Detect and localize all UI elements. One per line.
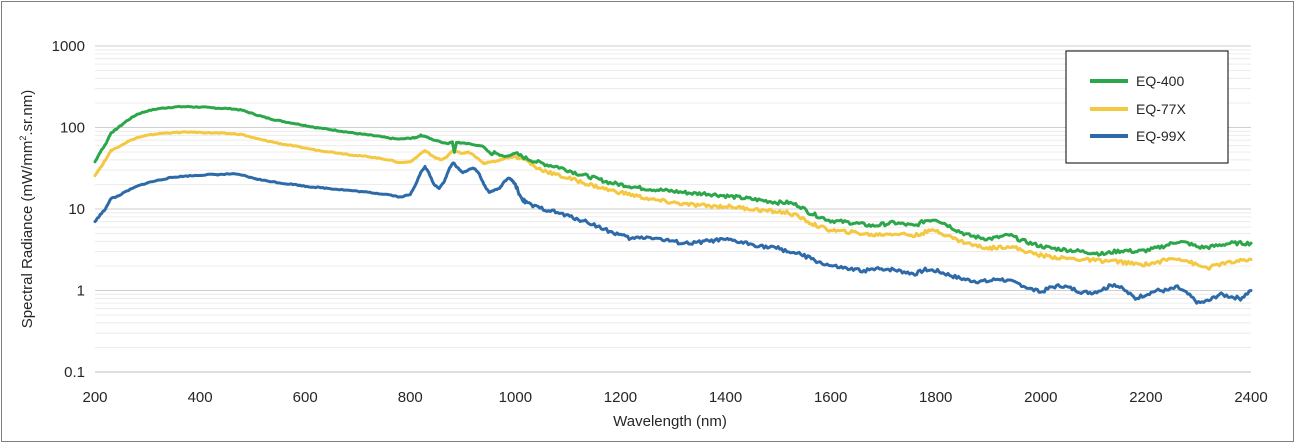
y-axis-title-prefix: Spectral Radiance (mW/mm (19, 141, 36, 329)
x-tick-label: 400 (188, 389, 213, 406)
legend-entry-eq-400: EQ-400 (1090, 73, 1184, 89)
x-axis-title: Wavelength (nm) (613, 413, 727, 430)
y-axis-ticks: 0.1 1 10 100 1000 (52, 38, 85, 381)
legend-label-eq-99x: EQ-99X (1136, 128, 1186, 144)
legend-entry-eq-99x: EQ-99X (1090, 128, 1186, 144)
grid (95, 45, 1251, 373)
x-tick-label: 2000 (1024, 389, 1057, 406)
y-tick-label: 1000 (52, 38, 85, 55)
x-tick-label: 1800 (919, 389, 952, 406)
series-lines (93, 104, 1253, 305)
series-line-eq-99x (93, 161, 1253, 305)
y-tick-label: 0.1 (64, 364, 85, 381)
series-line-eq-77x (93, 130, 1253, 271)
x-tick-label: 1400 (709, 389, 742, 406)
y-axis-title-suffix: .sr.nm) (19, 90, 36, 136)
x-tick-label: 200 (82, 389, 107, 406)
x-tick-label: 2200 (1129, 389, 1162, 406)
x-tick-label: 800 (398, 389, 423, 406)
legend-label-eq-400: EQ-400 (1136, 73, 1184, 89)
y-tick-label: 1 (77, 283, 85, 300)
y-tick-label: 10 (68, 201, 85, 218)
x-tick-label: 2400 (1234, 389, 1267, 406)
legend-label-eq-77x: EQ-77X (1136, 101, 1186, 117)
legend: EQ-400 EQ-77X EQ-99X (1065, 50, 1229, 164)
legend-entry-eq-77x: EQ-77X (1090, 101, 1186, 117)
series-line-eq-400 (93, 104, 1253, 257)
x-axis-ticks: 200 400 600 800 1000 1200 1400 1600 1800 2000 2200… (82, 389, 1267, 406)
x-tick-label: 600 (293, 389, 318, 406)
y-tick-label: 100 (60, 120, 85, 137)
x-tick-label: 1000 (499, 389, 532, 406)
x-tick-label: 1600 (814, 389, 847, 406)
y-axis-title-superscript: 2 (18, 136, 28, 141)
x-tick-label: 1200 (604, 389, 637, 406)
y-axis-title: Spectral Radiance (mW/mm2.sr.nm) (18, 90, 36, 328)
